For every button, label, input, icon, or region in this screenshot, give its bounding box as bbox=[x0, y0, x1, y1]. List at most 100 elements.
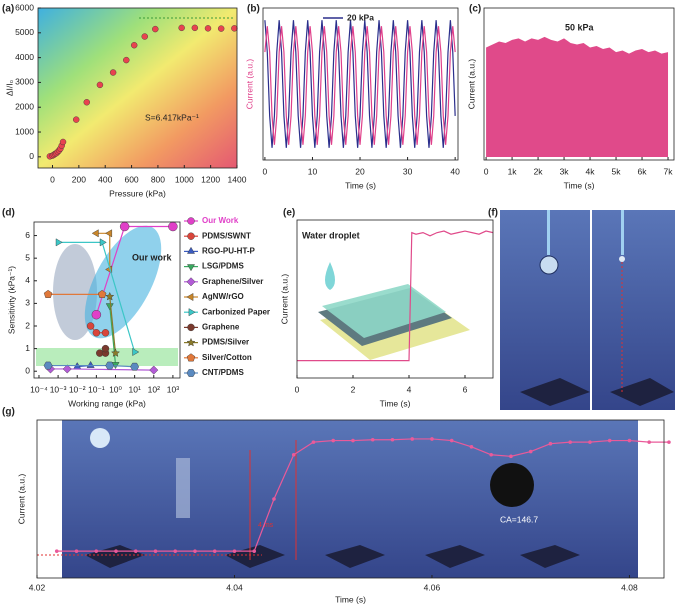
plot-frame bbox=[36, 419, 665, 579]
marker bbox=[178, 24, 185, 32]
point bbox=[114, 549, 118, 553]
point bbox=[232, 549, 237, 553]
point bbox=[568, 440, 572, 444]
data-line bbox=[264, 20, 456, 148]
x-tick-label: 200 bbox=[72, 174, 86, 184]
point bbox=[133, 549, 138, 553]
marker bbox=[105, 229, 113, 238]
x-tick-label: 10 bbox=[308, 166, 318, 176]
y-axis-label: Current (a.u.) bbox=[16, 474, 26, 525]
y-tick-label: 2000 bbox=[15, 101, 34, 111]
marker bbox=[131, 42, 138, 49]
marker bbox=[231, 25, 238, 32]
marker bbox=[191, 24, 199, 32]
point bbox=[311, 440, 316, 444]
marker bbox=[187, 217, 195, 225]
panel-label: (e) bbox=[283, 208, 295, 219]
x-tick-label: 800 bbox=[151, 174, 165, 184]
plot-frame bbox=[33, 221, 181, 379]
point bbox=[667, 440, 671, 444]
y-tick-label: 3 bbox=[25, 298, 30, 308]
y-tick-label: 5000 bbox=[15, 27, 34, 37]
y-tick-label: 5 bbox=[25, 252, 30, 262]
marker bbox=[168, 221, 178, 232]
point bbox=[272, 497, 276, 501]
marker bbox=[101, 329, 110, 337]
point bbox=[193, 549, 197, 553]
x-tick-label: 1k bbox=[508, 166, 518, 176]
x-tick-label: 30 bbox=[403, 166, 413, 176]
sensor-illustration bbox=[318, 262, 470, 360]
x-tick-label: 4.02 bbox=[29, 582, 46, 592]
x-tick-label: 10² bbox=[148, 384, 160, 394]
x-tick-label: 10⁻² bbox=[69, 384, 86, 394]
marker bbox=[204, 25, 212, 32]
marker bbox=[99, 238, 107, 247]
photo-strip bbox=[37, 420, 638, 578]
y-tick-label: 6 bbox=[25, 230, 30, 240]
photo-panel bbox=[500, 210, 675, 410]
plot-frame bbox=[483, 7, 675, 161]
x-axis-label: Working range (kPa) bbox=[68, 398, 146, 408]
x-tick-label: 0 bbox=[263, 166, 268, 176]
x-tick-label: 10⁰ bbox=[109, 384, 122, 394]
point bbox=[173, 549, 178, 553]
marker bbox=[92, 329, 101, 337]
x-tick-label: 1200 bbox=[201, 174, 220, 184]
y-axis-label: Current (a.u.) bbox=[466, 59, 476, 110]
y-axis-label: Current (a.u.) bbox=[244, 59, 254, 110]
marker bbox=[132, 348, 140, 356]
legend-label: PDMS/Silver bbox=[202, 338, 249, 347]
x-tick-label: 40 bbox=[450, 166, 460, 176]
point bbox=[489, 452, 494, 457]
plot-frame bbox=[296, 219, 494, 379]
marker bbox=[123, 56, 130, 64]
marker bbox=[111, 348, 120, 357]
x-tick-label: 10¹ bbox=[128, 384, 140, 394]
marker bbox=[187, 246, 195, 254]
x-tick-label: 20 bbox=[355, 166, 365, 176]
annotation: 4 ms bbox=[258, 522, 274, 529]
panel-label: (f) bbox=[488, 208, 498, 219]
marker bbox=[73, 116, 80, 123]
marker bbox=[119, 221, 130, 232]
point bbox=[627, 438, 632, 443]
y-tick-label: 6000 bbox=[15, 2, 34, 12]
marker bbox=[217, 25, 225, 32]
x-tick-label: 2k bbox=[534, 166, 544, 176]
legend-label: Graphene bbox=[202, 323, 240, 332]
point bbox=[291, 452, 296, 457]
marker bbox=[101, 344, 110, 353]
x-tick-label: 6 bbox=[463, 384, 468, 394]
x-tick-label: 7k bbox=[664, 166, 674, 176]
marker bbox=[105, 361, 115, 370]
x-tick-label: 4.06 bbox=[424, 582, 441, 592]
y-axis-label: Current (a.u.) bbox=[279, 274, 289, 325]
marker bbox=[152, 25, 159, 33]
legend-label: Carbonized Paper bbox=[202, 307, 270, 316]
y-tick-label: 2 bbox=[25, 320, 30, 330]
annotation: CA=146.7 bbox=[500, 514, 538, 524]
x-tick-label: 600 bbox=[124, 174, 138, 184]
point bbox=[54, 549, 59, 553]
panel-label: (c) bbox=[469, 4, 481, 15]
legend-label: 20 kPa bbox=[347, 12, 374, 22]
plot-frame bbox=[37, 7, 238, 169]
marker bbox=[109, 69, 117, 76]
point bbox=[647, 440, 651, 444]
x-tick-label: 3k bbox=[560, 166, 570, 176]
marker bbox=[186, 277, 196, 287]
marker bbox=[96, 81, 104, 89]
y-tick-label: 0 bbox=[29, 151, 34, 161]
y-tick-label: 3000 bbox=[15, 77, 34, 87]
point bbox=[469, 445, 474, 449]
x-tick-label: 6k bbox=[638, 166, 648, 176]
x-tick-label: 10⁻³ bbox=[50, 384, 67, 394]
signal-band bbox=[486, 36, 669, 157]
marker bbox=[91, 309, 102, 320]
legend-label: AgNW/rGO bbox=[202, 292, 244, 301]
x-axis-label: Time (s) bbox=[345, 180, 376, 190]
point bbox=[74, 549, 79, 553]
annotation: S=6.417kPa⁻¹ bbox=[145, 112, 199, 122]
marker bbox=[86, 322, 95, 330]
